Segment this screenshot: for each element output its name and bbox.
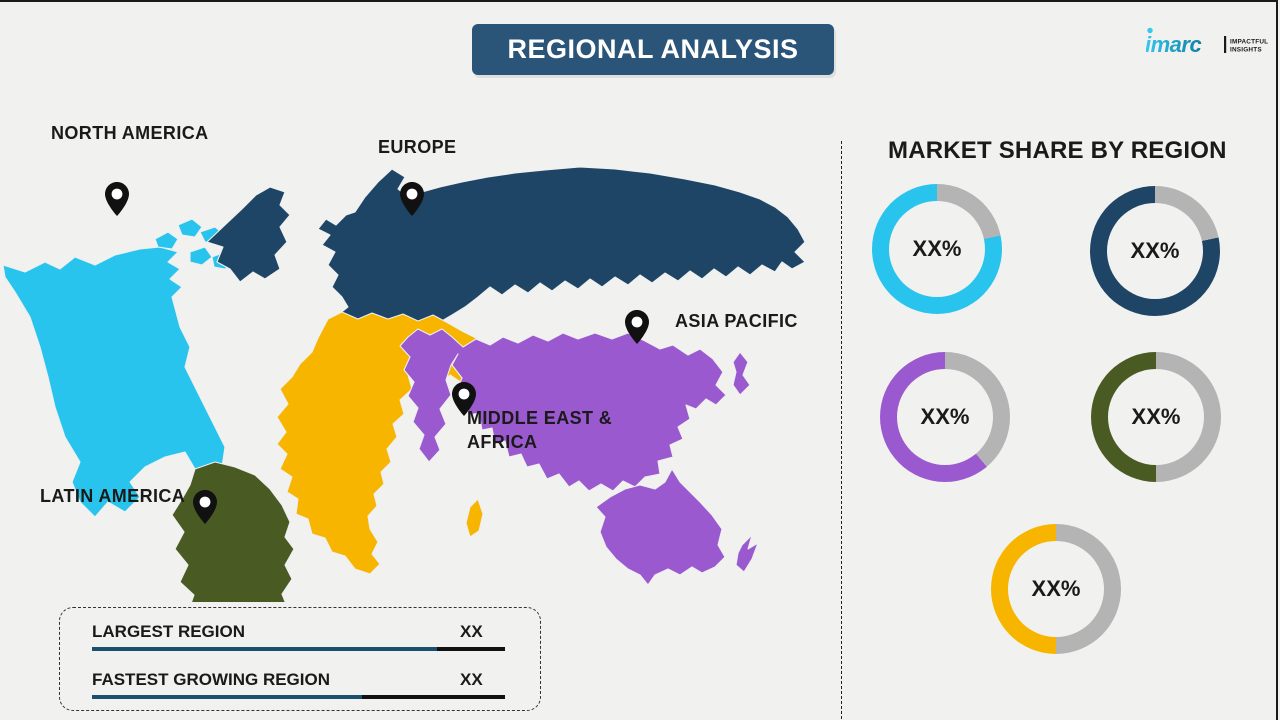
svg-text:imarc: imarc [1146, 32, 1201, 57]
svg-text:INSIGHTS: INSIGHTS [1230, 47, 1262, 54]
svg-text:IMPACTFUL: IMPACTFUL [1230, 39, 1268, 46]
